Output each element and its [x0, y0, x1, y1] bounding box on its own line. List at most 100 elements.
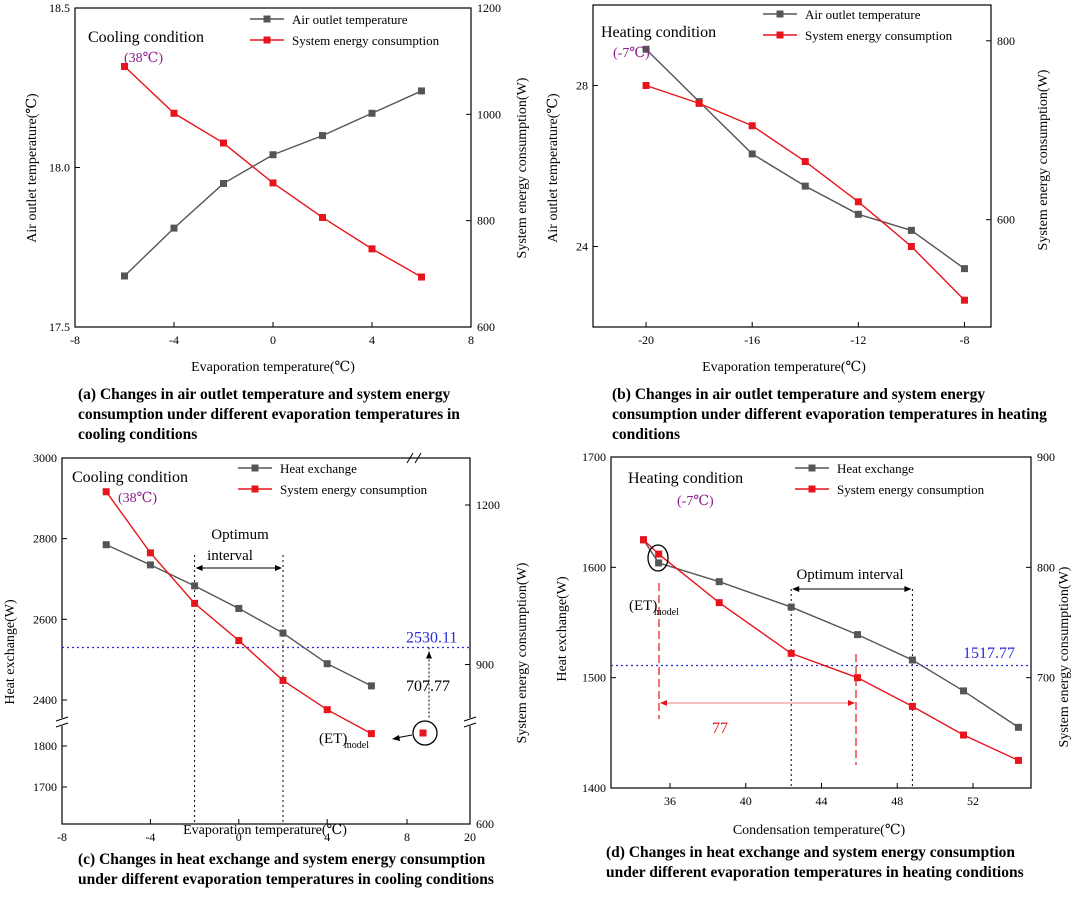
data-point	[655, 559, 663, 567]
optimum-arrow-head	[195, 565, 203, 571]
caption-d: (d) Changes in heat exchange and system …	[606, 844, 1024, 881]
optimum-arrow-head	[275, 565, 282, 571]
y-left-axis-label: Air outlet temperature(℃)	[25, 93, 40, 243]
axis-break-mark	[55, 722, 69, 728]
series-grey-line	[642, 539, 1019, 728]
data-point	[170, 109, 178, 117]
x-axis-label: Evaporation temperature(℃)	[191, 360, 355, 375]
data-point	[418, 273, 425, 281]
data-point	[907, 243, 915, 250]
legend-label: Air outlet temperature	[805, 7, 921, 22]
caption-c: (c) Changes in heat exchange and system …	[78, 851, 494, 888]
y-left-tick-label: 2400	[33, 693, 57, 707]
y-right-tick-label: 700	[1037, 671, 1055, 685]
legend-label: System energy consumption	[805, 28, 953, 43]
data-point	[191, 582, 199, 590]
legend-marker	[808, 485, 816, 493]
x-tick-label: -8	[959, 333, 969, 347]
legend-marker	[263, 15, 271, 23]
data-point	[642, 82, 650, 89]
data-point	[908, 656, 916, 664]
condition-label: Heating condition	[628, 470, 743, 487]
legend-marker	[808, 464, 816, 472]
x-tick-label: 0	[270, 333, 276, 347]
y-left-tick-label: 2800	[33, 532, 57, 546]
chart-d: 36 40 44 48 52 1400 1500 1600 1700 700 800 900 Conde…	[555, 450, 1072, 838]
legend-marker	[776, 10, 784, 18]
data-point	[220, 139, 227, 147]
reference-value-label: 2530.11	[406, 630, 457, 647]
condition-label: Heating condition	[601, 24, 716, 41]
y-right-tick-label: 900	[1037, 450, 1055, 464]
reference-value-label: 1517.77	[963, 645, 1015, 662]
legend-label: Air outlet temperature	[292, 12, 408, 27]
x-tick-label: -8	[57, 830, 67, 844]
condition-value: (38℃)	[118, 491, 157, 506]
data-point	[146, 561, 154, 569]
data-point	[715, 578, 723, 586]
y-left-tick-label: 2600	[33, 612, 57, 626]
y-right-tick-label: 1000	[477, 107, 501, 121]
data-point	[960, 265, 968, 273]
axis-break-gap	[464, 718, 476, 726]
data-point	[220, 179, 227, 187]
y-right-tick-label: 600	[997, 213, 1015, 227]
data-point	[102, 488, 110, 496]
x-tick-label: 0	[236, 830, 242, 844]
optimum-label: Optimum	[211, 527, 269, 543]
legend-label: System energy consumption	[280, 482, 428, 497]
x-tick-label: 4	[324, 830, 330, 844]
data-point	[801, 158, 809, 166]
model-label: (ET)	[629, 598, 657, 614]
series-grey-line	[105, 544, 372, 687]
x-axis-label: Evaporation temperature(℃)	[702, 360, 866, 375]
legend-marker	[263, 36, 271, 44]
y-left-tick-label: 1700	[33, 780, 57, 794]
data-point	[368, 245, 376, 253]
panel-a: -8 -4 0 4 8 17.5 18.0 18.5 600 800 1000 1200 Evapora…	[0, 0, 540, 457]
x-tick-label: -12	[850, 333, 866, 347]
axis-break-mark	[414, 452, 422, 464]
panel-c: -8 -4 0 4 8 20 1700 1800 2400 2600 2800 3000 600 900 1…	[0, 451, 540, 914]
data-point	[146, 549, 154, 557]
data-point	[748, 122, 756, 130]
data-point	[269, 179, 277, 187]
condition-label: Cooling condition	[72, 469, 188, 486]
x-tick-label: 8	[468, 333, 474, 347]
data-point	[235, 604, 243, 612]
data-point	[801, 182, 809, 190]
data-point	[367, 682, 375, 690]
chart-a: -8 -4 0 4 8 17.5 18.0 18.5 600 800 1000 1200 Evapora…	[25, 1, 530, 375]
y-right-tick-label: 800	[997, 34, 1015, 48]
y-left-tick-label: 1700	[582, 450, 606, 464]
data-point	[269, 151, 277, 159]
data-point	[908, 702, 916, 710]
legend-marker	[251, 485, 259, 493]
data-point	[191, 599, 199, 607]
condition-value: (-7℃)	[613, 46, 650, 61]
data-point	[655, 550, 663, 558]
series-red-line	[643, 539, 1019, 762]
data-point	[642, 45, 650, 53]
x-tick-label: 52	[967, 794, 979, 808]
axis-break-mark	[55, 716, 69, 722]
optimum-label: interval	[207, 548, 253, 564]
legend-label: Heat exchange	[837, 461, 914, 476]
legend-marker	[251, 464, 259, 472]
legend-label: Heat exchange	[280, 461, 357, 476]
legend-label: System energy consumption	[837, 482, 985, 497]
x-tick-label: -4	[145, 830, 155, 844]
span-label: 77	[712, 720, 728, 737]
plot-frame	[610, 456, 1032, 789]
plot-frame	[592, 4, 992, 328]
model-point	[419, 729, 427, 737]
y-right-axis-label: System energy consumption(W)	[1057, 566, 1072, 747]
data-point	[960, 731, 968, 739]
legend-label: System energy consumption	[292, 33, 440, 48]
condition-label: Cooling condition	[88, 29, 204, 46]
y-right-tick-label: 600	[476, 817, 494, 831]
caption-a: (a) Changes in air outlet temperature an…	[78, 386, 460, 443]
y-left-tick-label: 3000	[33, 451, 57, 465]
x-tick-label: 4	[369, 333, 375, 347]
data-point	[853, 674, 861, 682]
